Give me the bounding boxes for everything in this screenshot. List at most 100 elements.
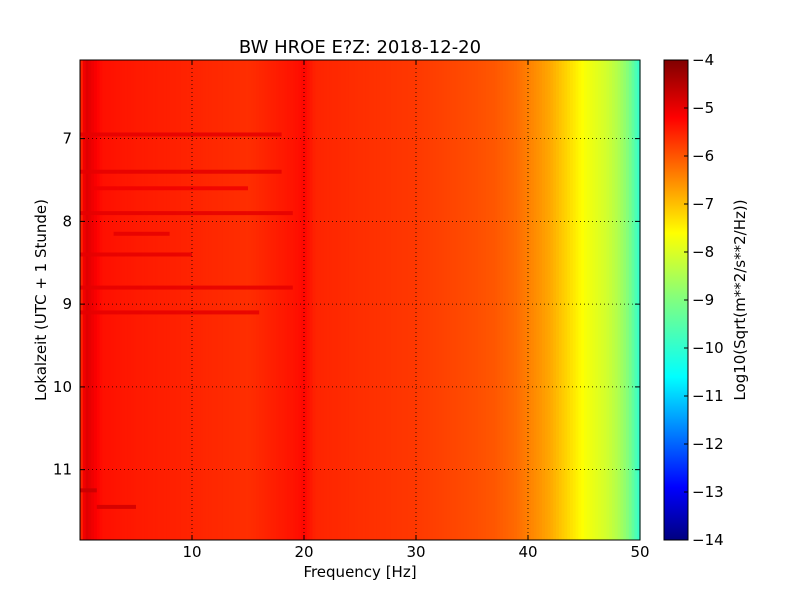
heatmap-column bbox=[130, 60, 134, 540]
colorbar-ticks: −4 −5 −6 −7 −8 −9 −10 −11 −12 −13 −14 bbox=[684, 51, 724, 549]
heatmap-column bbox=[124, 60, 129, 540]
heatmap-column bbox=[320, 60, 325, 540]
heatmap-column bbox=[430, 60, 434, 540]
heatmap-column bbox=[631, 60, 635, 540]
y-tick-label: 9 bbox=[62, 295, 72, 313]
heatmap-column bbox=[178, 60, 182, 540]
x-tick-label: 20 bbox=[294, 543, 313, 561]
heatmap-column bbox=[295, 60, 299, 540]
heatmap-band bbox=[80, 488, 97, 493]
heatmap-column bbox=[410, 60, 414, 540]
heatmap-column bbox=[220, 60, 224, 540]
heatmap-column bbox=[542, 60, 546, 540]
heatmap-column bbox=[110, 60, 115, 540]
x-tick-label: 40 bbox=[518, 543, 537, 561]
heatmap-column bbox=[575, 60, 579, 540]
heatmap-column bbox=[133, 60, 137, 540]
heatmap-column bbox=[214, 60, 218, 540]
colorbar-tick-label: −4 bbox=[692, 51, 714, 69]
heatmap-column bbox=[452, 60, 456, 540]
heatmap-column bbox=[558, 60, 563, 540]
plot-grid bbox=[80, 60, 640, 540]
heatmap-column bbox=[166, 60, 171, 540]
heatmap-column bbox=[256, 60, 260, 540]
heatmap-column bbox=[329, 60, 333, 540]
heatmap-column bbox=[376, 60, 381, 540]
heatmap-column bbox=[600, 60, 605, 540]
heatmap-column bbox=[592, 60, 596, 540]
heatmap-column bbox=[80, 60, 84, 540]
heatmap-column bbox=[340, 60, 344, 540]
heatmap-band bbox=[80, 211, 293, 216]
heatmap-column bbox=[584, 60, 588, 540]
heatmap-column bbox=[301, 60, 305, 540]
heatmap-column bbox=[225, 60, 229, 540]
heatmap-column bbox=[116, 60, 120, 540]
heatmap-column bbox=[337, 60, 341, 540]
heatmap-column bbox=[455, 60, 459, 540]
heatmap-column bbox=[374, 60, 378, 540]
colorbar-tick-label: −10 bbox=[692, 339, 724, 357]
heatmap-column bbox=[472, 60, 476, 540]
y-axis-label: Lokalzeit (UTC + 1 Stunde) bbox=[32, 199, 50, 401]
heatmap-column bbox=[318, 60, 322, 540]
heatmap-column bbox=[248, 60, 252, 540]
x-axis-ticks: 10 20 30 40 50 bbox=[182, 60, 650, 561]
heatmap-band bbox=[80, 132, 282, 137]
heatmap-column bbox=[88, 60, 92, 540]
heatmap-column bbox=[144, 60, 148, 540]
heatmap-column bbox=[287, 60, 291, 540]
heatmap-column bbox=[494, 60, 498, 540]
heatmap-column bbox=[623, 60, 627, 540]
heatmap-column bbox=[634, 60, 638, 540]
heatmap-column bbox=[609, 60, 613, 540]
heatmap-column bbox=[127, 60, 131, 540]
heatmap-column bbox=[544, 60, 549, 540]
heatmap-column bbox=[175, 60, 179, 540]
heatmap-column bbox=[99, 60, 103, 540]
heatmap-column bbox=[172, 60, 176, 540]
heatmap-column bbox=[567, 60, 571, 540]
heatmap-column bbox=[122, 60, 126, 540]
heatmap-column bbox=[231, 60, 235, 540]
heatmap-column bbox=[360, 60, 364, 540]
heatmap-column bbox=[222, 60, 227, 540]
heatmap-column bbox=[141, 60, 145, 540]
y-tick-label: 11 bbox=[53, 461, 72, 479]
y-axis-ticks: 7 8 9 10 11 bbox=[53, 130, 640, 479]
heatmap-column bbox=[365, 60, 369, 540]
heatmap-column bbox=[539, 60, 543, 540]
heatmap-column bbox=[346, 60, 350, 540]
heatmap-column bbox=[82, 60, 87, 540]
heatmap-column bbox=[480, 60, 484, 540]
heatmap-column bbox=[533, 60, 537, 540]
heatmap-column bbox=[91, 60, 95, 540]
heatmap-column bbox=[228, 60, 232, 540]
heatmap-column bbox=[553, 60, 557, 540]
heatmap-column bbox=[486, 60, 490, 540]
heatmap-column bbox=[119, 60, 123, 540]
heatmap-column bbox=[617, 60, 621, 540]
heatmap-column bbox=[466, 60, 470, 540]
heatmap-column bbox=[402, 60, 406, 540]
heatmap-column bbox=[262, 60, 266, 540]
heatmap-column bbox=[413, 60, 417, 540]
heatmap-column bbox=[332, 60, 336, 540]
plot-frame bbox=[79, 59, 641, 541]
heatmap-column bbox=[245, 60, 249, 540]
heatmap-band bbox=[91, 186, 248, 191]
heatmap-column bbox=[189, 60, 193, 540]
x-tick-label: 10 bbox=[182, 543, 201, 561]
heatmap-column bbox=[105, 60, 109, 540]
heatmap-column bbox=[547, 60, 551, 540]
spectrogram-heatmap bbox=[80, 60, 641, 540]
heatmap-column bbox=[315, 60, 319, 540]
heatmap-column bbox=[449, 60, 453, 540]
heatmap-column bbox=[276, 60, 280, 540]
heatmap-column bbox=[161, 60, 165, 540]
heatmap-column bbox=[578, 60, 582, 540]
heatmap-column bbox=[424, 60, 428, 540]
heatmap-column bbox=[236, 60, 241, 540]
colorbar-tick-label: −14 bbox=[692, 531, 724, 549]
heatmap-band bbox=[80, 169, 282, 174]
